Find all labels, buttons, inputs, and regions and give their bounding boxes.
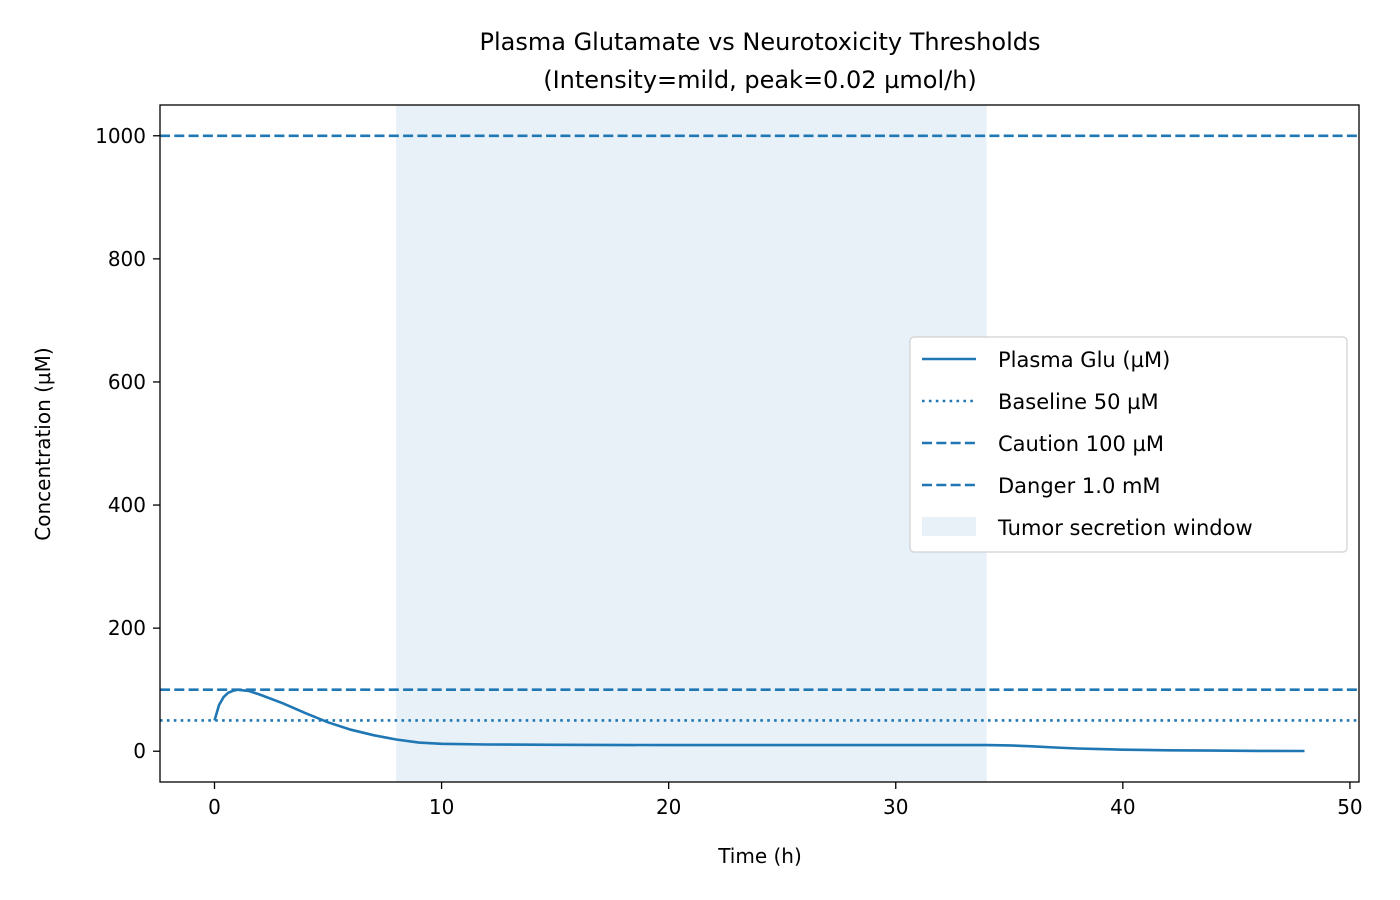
legend-label-series: Plasma Glu (µM) [998, 348, 1170, 372]
legend: Plasma Glu (µM) Baseline 50 µM Caution 1… [909, 336, 1348, 553]
y-axis: 0 200 400 600 800 1000 [95, 124, 160, 763]
chart-title: Plasma Glutamate vs Neurotoxicity Thresh… [480, 28, 1041, 56]
legend-label-shade: Tumor secretion window [997, 516, 1253, 540]
legend-label-danger: Danger 1.0 mM [998, 474, 1161, 498]
y-tick-label: 0 [133, 739, 146, 763]
x-tick-label: 30 [883, 795, 908, 819]
x-tick-label: 40 [1110, 795, 1135, 819]
chart-subtitle: (Intensity=mild, peak=0.02 µmol/h) [543, 66, 977, 94]
y-tick-label: 800 [108, 247, 146, 271]
x-tick-label: 50 [1337, 795, 1362, 819]
x-tick-label: 10 [429, 795, 454, 819]
x-tick-label: 20 [656, 795, 681, 819]
plot-frame [159, 104, 1360, 783]
y-tick-label: 1000 [95, 124, 146, 148]
x-axis: 0 10 20 30 40 50 [208, 782, 1363, 819]
y-axis-label: Concentration (µM) [31, 347, 55, 540]
y-tick-label: 200 [108, 616, 146, 640]
y-tick-label: 600 [108, 370, 146, 394]
legend-label-baseline: Baseline 50 µM [998, 390, 1159, 414]
legend-patch-shade [922, 517, 976, 536]
x-axis-label: Time (h) [717, 844, 802, 868]
legend-box [909, 336, 1348, 553]
y-tick-label: 400 [108, 493, 146, 517]
shaded-region [396, 105, 987, 782]
legend-label-caution: Caution 100 µM [998, 432, 1164, 456]
series-line [213, 688, 1305, 753]
x-tick-label: 0 [208, 795, 221, 819]
